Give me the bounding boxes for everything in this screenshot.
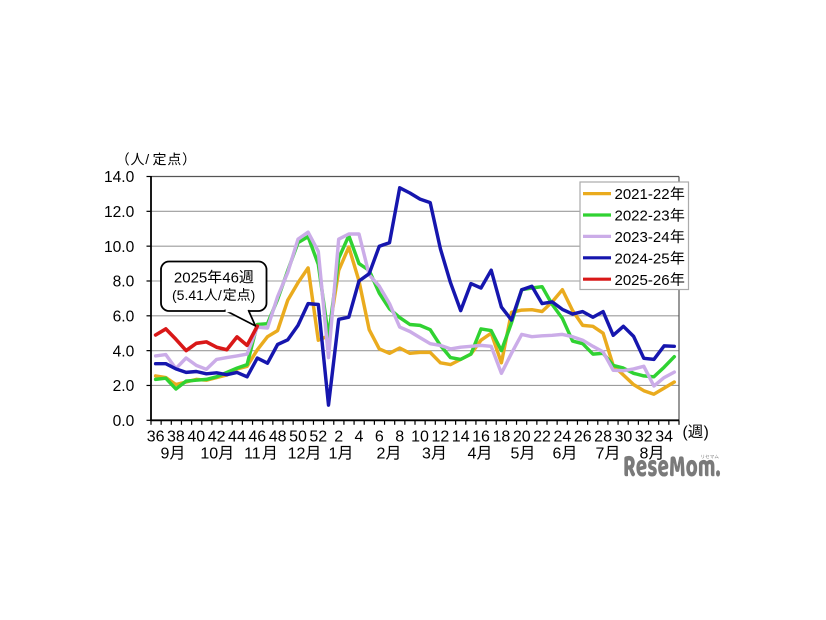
svg-text:34: 34 bbox=[655, 428, 673, 445]
svg-text:14.0: 14.0 bbox=[104, 169, 135, 186]
svg-text:1: 1 bbox=[329, 446, 338, 463]
svg-text:10: 10 bbox=[200, 446, 218, 463]
svg-text:38: 38 bbox=[167, 428, 185, 445]
svg-text:9: 9 bbox=[161, 446, 170, 463]
svg-text:/: / bbox=[218, 287, 222, 303]
svg-text:50: 50 bbox=[289, 428, 307, 445]
svg-text:0.0: 0.0 bbox=[113, 413, 135, 430]
svg-text:5: 5 bbox=[511, 446, 520, 463]
svg-text:40: 40 bbox=[187, 428, 205, 445]
svg-text:42: 42 bbox=[208, 428, 226, 445]
svg-text:44: 44 bbox=[228, 428, 246, 445]
svg-text:26: 26 bbox=[574, 428, 592, 445]
svg-text:2024-25: 2024-25 bbox=[615, 250, 670, 267]
svg-text:6: 6 bbox=[375, 428, 384, 445]
svg-text:46: 46 bbox=[222, 269, 239, 286]
svg-text:18: 18 bbox=[492, 428, 510, 445]
svg-text:2: 2 bbox=[377, 446, 386, 463]
svg-text:16: 16 bbox=[472, 428, 490, 445]
svg-text:8: 8 bbox=[395, 428, 404, 445]
svg-text:): ) bbox=[704, 424, 709, 441]
svg-text:4.0: 4.0 bbox=[113, 343, 135, 360]
svg-text:11: 11 bbox=[244, 446, 261, 463]
svg-text:12: 12 bbox=[288, 446, 306, 463]
svg-text:46: 46 bbox=[248, 428, 266, 445]
svg-text:): ) bbox=[251, 287, 256, 303]
svg-text:36: 36 bbox=[147, 428, 165, 445]
svg-text:20: 20 bbox=[513, 428, 531, 445]
svg-text:32: 32 bbox=[635, 428, 653, 445]
svg-text:2022-23: 2022-23 bbox=[615, 208, 670, 225]
svg-text:2023-24: 2023-24 bbox=[615, 229, 670, 246]
svg-text:/: / bbox=[145, 151, 149, 167]
svg-text:6.0: 6.0 bbox=[113, 309, 135, 326]
svg-text:3: 3 bbox=[422, 446, 431, 463]
svg-text:4: 4 bbox=[468, 446, 477, 463]
svg-text:48: 48 bbox=[269, 428, 287, 445]
svg-text:52: 52 bbox=[309, 428, 327, 445]
svg-text:2: 2 bbox=[334, 428, 343, 445]
svg-text:2025: 2025 bbox=[174, 269, 207, 286]
svg-text:7: 7 bbox=[596, 446, 605, 463]
svg-text:6: 6 bbox=[553, 446, 562, 463]
svg-text:(5.41: (5.41 bbox=[172, 287, 204, 303]
svg-text:4: 4 bbox=[355, 428, 364, 445]
svg-text:14: 14 bbox=[452, 428, 470, 445]
svg-text:8: 8 bbox=[640, 446, 649, 463]
svg-text:22: 22 bbox=[533, 428, 551, 445]
svg-text:2025-26: 2025-26 bbox=[615, 272, 670, 289]
svg-text:10: 10 bbox=[411, 428, 429, 445]
svg-text:2021-22: 2021-22 bbox=[615, 186, 670, 203]
svg-text:12.0: 12.0 bbox=[104, 204, 135, 221]
svg-text:8.0: 8.0 bbox=[113, 274, 135, 291]
svg-text:12: 12 bbox=[431, 428, 449, 445]
svg-text:(: ( bbox=[683, 424, 689, 441]
svg-text:2.0: 2.0 bbox=[113, 378, 135, 395]
svg-text:30: 30 bbox=[615, 428, 633, 445]
svg-text:10.0: 10.0 bbox=[104, 239, 135, 256]
svg-text:24: 24 bbox=[554, 428, 572, 445]
svg-text:28: 28 bbox=[594, 428, 612, 445]
